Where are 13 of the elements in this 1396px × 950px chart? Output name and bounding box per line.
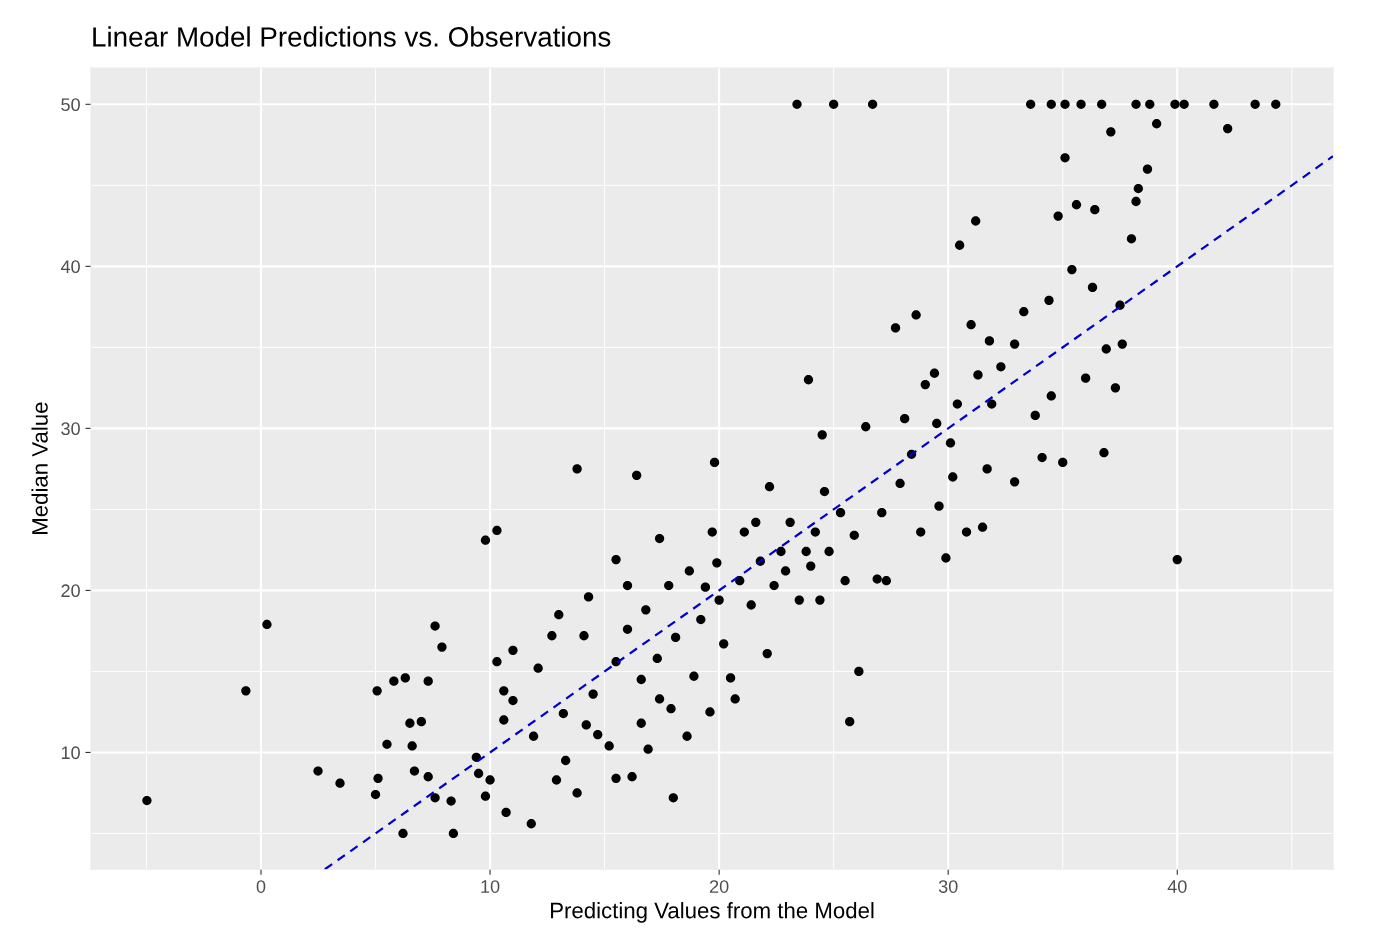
x-tick-label: 10 (481, 880, 500, 893)
y-tick-label: 30 (61, 422, 80, 436)
chart-title: Linear Model Predictions vs. Observations (93, 26, 611, 47)
x-tick-label: 20 (710, 880, 729, 893)
y-tick-label: 40 (60, 260, 80, 274)
x-tick-label: 40 (1167, 880, 1187, 893)
y-axis-title: Median Value (31, 402, 48, 534)
y-tick-label: 20 (61, 584, 80, 598)
y-tick-label: 10 (61, 746, 80, 760)
x-tick-label: 0 (256, 880, 266, 893)
y-tick-label: 50 (61, 98, 80, 112)
x-tick-label: 30 (938, 880, 958, 893)
x-axis-title: Predicting Values from the Model (551, 902, 874, 923)
